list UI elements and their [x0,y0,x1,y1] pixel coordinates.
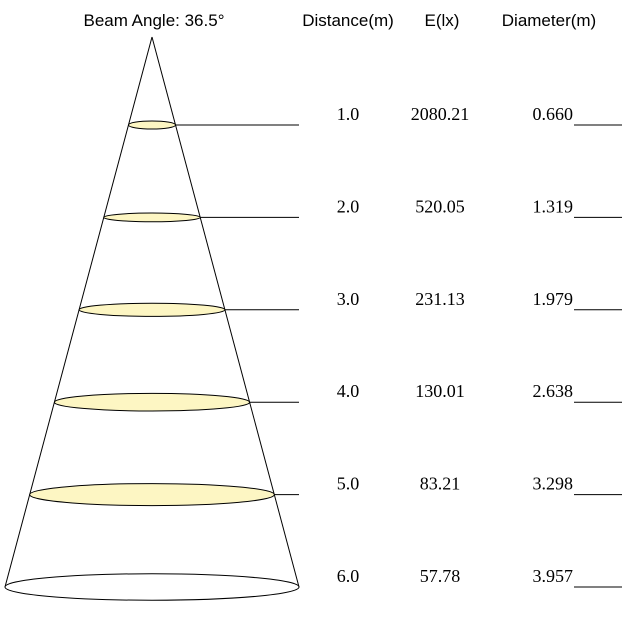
illuminance-value: 231.13 [415,289,465,309]
beam-base-ellipse [4,573,300,601]
diameter-value: 1.979 [533,289,574,309]
diameter-value: 1.319 [533,196,574,216]
illuminance-value: 130.01 [415,381,465,401]
beam-section-ellipse [53,392,251,412]
diameter-value: 3.957 [533,566,574,586]
illuminance-value: 83.21 [420,474,461,494]
distance-value: 4.0 [337,381,360,401]
diameter-value: 2.638 [533,381,574,401]
distance-column-header: Distance(m) [302,11,394,30]
distance-value: 3.0 [337,289,360,309]
beam-section-ellipse [127,120,177,130]
diameter-value: 0.660 [533,104,574,124]
distance-value: 2.0 [337,196,360,216]
illuminance-value: 57.78 [420,566,461,586]
distance-value: 6.0 [337,566,360,586]
diameter-value: 3.298 [533,474,574,494]
beam-section-ellipse [78,302,226,317]
illuminance-column-header: E(lx) [425,11,460,30]
distance-value: 5.0 [337,474,360,494]
distance-value: 1.0 [337,104,360,124]
illuminance-value: 520.05 [415,196,465,216]
beam-angle-title: Beam Angle: 36.5° [83,11,224,30]
diameter-column-header: Diameter(m) [502,11,596,30]
illuminance-value: 2080.21 [411,104,470,124]
beam-section-ellipse [29,483,275,507]
beam-section-ellipse [103,212,201,223]
